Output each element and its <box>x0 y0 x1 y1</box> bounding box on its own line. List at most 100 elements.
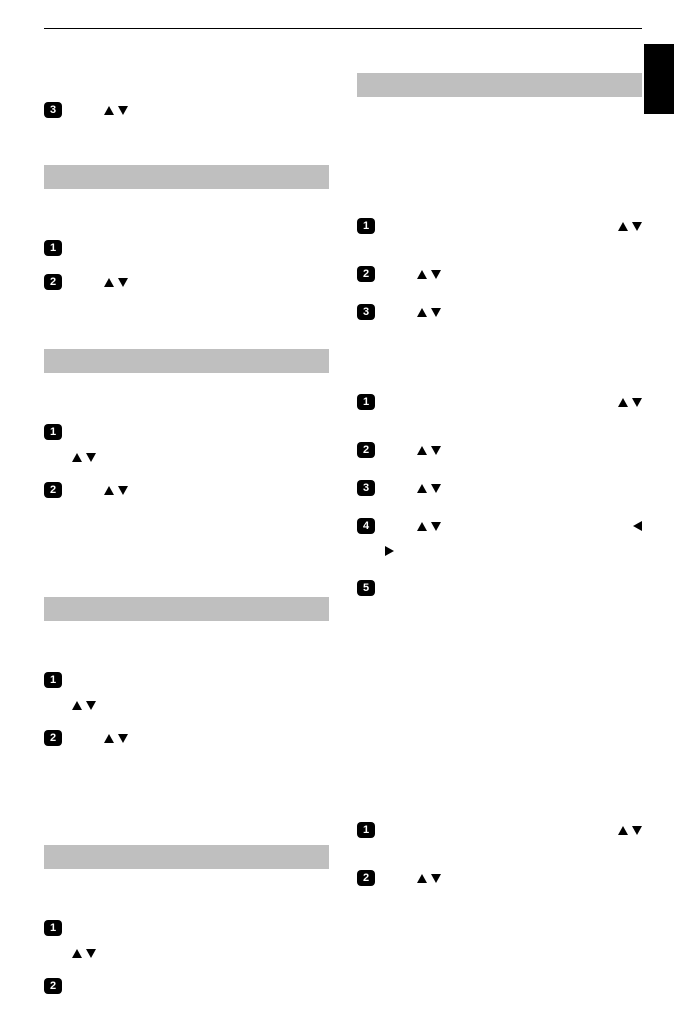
arrow-icons <box>104 486 128 495</box>
instruction-step: 1 <box>44 237 329 259</box>
arrow-icons <box>104 106 128 115</box>
step-number-badge: 3 <box>357 304 375 320</box>
step-number-badge: 2 <box>357 266 375 282</box>
step-number-badge: 2 <box>44 482 62 498</box>
instruction-step: 1 <box>357 391 642 413</box>
triangle-down-icon <box>431 270 441 279</box>
triangle-up-icon <box>618 222 628 231</box>
triangle-down-icon <box>431 522 441 531</box>
instruction-step: 2 <box>357 439 642 461</box>
triangle-down-icon <box>118 106 128 115</box>
instruction-step: 3 <box>44 99 329 121</box>
triangle-up-icon <box>72 701 82 710</box>
side-tab <box>644 44 674 114</box>
arrow-icons <box>417 446 441 455</box>
triangle-down-icon <box>118 278 128 287</box>
triangle-up-icon <box>104 106 114 115</box>
spacer <box>357 145 642 215</box>
indented-icons <box>72 945 329 963</box>
arrow-icons <box>618 398 642 407</box>
section-heading-bar <box>44 165 329 189</box>
instruction-step: 2 <box>44 479 329 501</box>
section-heading-bar <box>357 73 642 97</box>
spacer <box>357 339 642 391</box>
triangle-down-icon <box>118 734 128 743</box>
step-number-badge: 2 <box>357 442 375 458</box>
indented-icons <box>72 697 329 715</box>
instruction-step: 2 <box>44 727 329 749</box>
arrow-icons <box>104 278 128 287</box>
step-number-badge: 2 <box>44 730 62 746</box>
step-number-badge: 3 <box>357 480 375 496</box>
instruction-step: 2 <box>44 271 329 293</box>
triangle-up-icon <box>104 278 114 287</box>
step-number-badge: 1 <box>357 822 375 838</box>
two-column-layout: 3 1 2 1 2 1 2 1 2 1 2 3 1 2 3 4 5 1 2 <box>44 73 642 1009</box>
triangle-up-icon <box>104 486 114 495</box>
step-number-badge: 1 <box>44 240 62 256</box>
section-heading-bar <box>44 349 329 373</box>
triangle-up-icon <box>417 446 427 455</box>
arrow-icons <box>417 484 441 493</box>
instruction-step: 3 <box>357 477 642 499</box>
step-number-badge: 1 <box>44 672 62 688</box>
step-text <box>385 395 608 409</box>
step-number-badge: 2 <box>357 870 375 886</box>
triangle-right-icon <box>385 546 394 556</box>
triangle-down-icon <box>86 701 96 710</box>
step-text <box>385 823 608 837</box>
triangle-down-icon <box>431 446 441 455</box>
step-text <box>385 219 608 233</box>
arrow-icons <box>618 222 642 231</box>
triangle-down-icon <box>632 398 642 407</box>
arrow-icons <box>417 308 441 317</box>
triangle-up-icon <box>417 522 427 531</box>
triangle-down-icon <box>431 484 441 493</box>
instruction-step: 1 <box>357 215 642 237</box>
triangle-up-icon <box>417 484 427 493</box>
step-number-badge: 2 <box>44 274 62 290</box>
instruction-step: 2 <box>44 975 329 997</box>
instruction-step: 4 <box>357 515 642 537</box>
spacer <box>357 755 642 807</box>
arrow-icons <box>618 826 642 835</box>
triangle-up-icon <box>417 308 427 317</box>
triangle-up-icon <box>618 398 628 407</box>
step-number-badge: 5 <box>357 580 375 596</box>
step-number-badge: 3 <box>44 102 62 118</box>
triangle-up-icon <box>417 874 427 883</box>
step-number-badge: 1 <box>357 218 375 234</box>
triangle-down-icon <box>632 826 642 835</box>
step-number-badge: 4 <box>357 518 375 534</box>
triangle-up-icon <box>104 734 114 743</box>
instruction-step: 1 <box>44 917 329 939</box>
indented-icons <box>385 543 642 561</box>
arrow-icons <box>417 874 441 883</box>
triangle-up-icon <box>618 826 628 835</box>
triangle-down-icon <box>431 308 441 317</box>
instruction-step: 3 <box>357 301 642 323</box>
arrow-icons <box>417 522 441 531</box>
triangle-left-icon <box>633 521 642 531</box>
spacer <box>44 507 329 547</box>
triangle-down-icon <box>86 453 96 462</box>
instruction-step: 2 <box>357 263 642 285</box>
indented-icons <box>72 449 329 467</box>
arrow-icons <box>417 270 441 279</box>
step-number-badge: 1 <box>357 394 375 410</box>
page-content: 3 1 2 1 2 1 2 1 2 1 2 3 1 2 3 4 5 1 2 <box>0 0 674 1009</box>
section-heading-bar <box>44 845 329 869</box>
instruction-step: 2 <box>357 867 642 889</box>
instruction-step: 1 <box>44 669 329 691</box>
arrow-icons <box>72 701 96 710</box>
instruction-step: 5 <box>357 577 642 599</box>
arrow-icons <box>104 734 128 743</box>
arrow-icons <box>385 546 394 556</box>
step-number-badge: 2 <box>44 978 62 994</box>
section-heading-bar <box>44 597 329 621</box>
triangle-up-icon <box>417 270 427 279</box>
right-column: 1 2 3 1 2 3 4 5 1 2 <box>357 73 642 1009</box>
spacer <box>357 605 642 745</box>
triangle-up-icon <box>72 453 82 462</box>
header-rule <box>44 28 642 29</box>
